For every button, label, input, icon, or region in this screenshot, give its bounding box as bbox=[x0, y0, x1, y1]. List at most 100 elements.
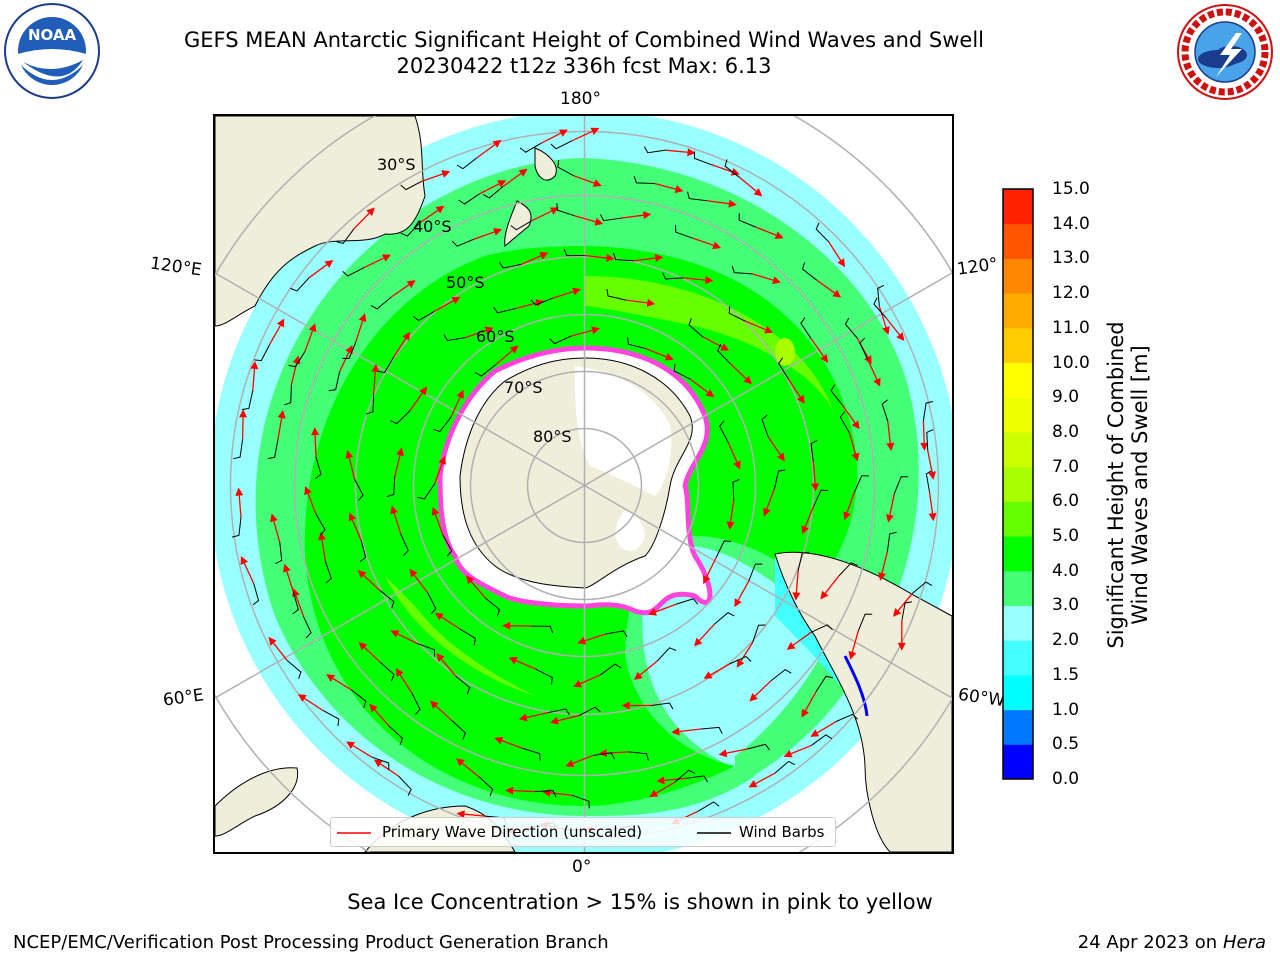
wave-direction-arrowhead bbox=[518, 713, 528, 722]
polar-map: 30°S 40°S 50°S 60°S 70°S 80°S bbox=[213, 114, 954, 854]
wave-direction-arrow bbox=[754, 680, 772, 697]
wave-direction-arrowhead bbox=[508, 656, 518, 665]
wave-direction-arrow bbox=[881, 551, 888, 574]
wind-barb bbox=[662, 272, 684, 280]
wave-direction-arrow bbox=[625, 299, 648, 304]
wave-direction-arrowhead bbox=[594, 217, 604, 226]
wave-direction-arrow bbox=[557, 714, 580, 722]
wave-direction-arrow bbox=[351, 519, 362, 541]
wave-direction-arrow bbox=[655, 603, 677, 613]
wave-direction-arrowhead bbox=[346, 741, 355, 750]
wave-direction-arrowhead bbox=[886, 442, 895, 452]
wave-direction-arrow bbox=[531, 210, 552, 222]
wave-direction-arrow bbox=[851, 630, 859, 653]
wind-barb bbox=[877, 284, 885, 307]
wave-direction-arrowhead bbox=[810, 729, 820, 737]
wave-direction-arrowhead bbox=[703, 671, 713, 679]
wind-barb bbox=[398, 775, 412, 796]
wave-direction-arrow bbox=[526, 711, 549, 719]
wave-direction-arrow bbox=[470, 581, 487, 599]
wind-barb bbox=[456, 157, 478, 170]
wind-barb bbox=[922, 401, 933, 421]
wind-barb bbox=[925, 469, 933, 492]
wind-barb bbox=[400, 222, 421, 237]
wave-direction-arrowhead bbox=[720, 343, 730, 351]
wave-direction-arrowhead bbox=[308, 323, 317, 333]
wave-direction-arrowhead bbox=[843, 511, 851, 521]
wind-barb bbox=[673, 363, 691, 380]
wave-direction-arrow bbox=[461, 762, 480, 778]
wind-barb bbox=[599, 214, 622, 222]
wave-direction-arrowhead bbox=[776, 452, 785, 462]
wave-direction-arrow bbox=[338, 351, 350, 373]
wave-direction-arrowhead bbox=[703, 575, 711, 585]
wave-direction-arrowhead bbox=[733, 460, 741, 470]
wind-barb bbox=[371, 756, 390, 771]
wave-direction-arrow bbox=[238, 495, 242, 518]
sea-ice-note: Sea Ice Concentration > 15% is shown in … bbox=[347, 890, 933, 914]
wave-direction-arrowhead bbox=[606, 253, 615, 262]
wind-barb bbox=[535, 790, 557, 798]
wind-barb bbox=[773, 469, 786, 489]
wave-direction-arrowhead bbox=[358, 641, 368, 651]
colorbar-block bbox=[1003, 258, 1033, 294]
wind-barb bbox=[732, 478, 740, 501]
colorbar-block bbox=[1003, 431, 1033, 468]
wave-direction-arrow bbox=[621, 214, 644, 219]
wind-barb bbox=[519, 142, 542, 153]
wave-direction-arrow bbox=[540, 132, 562, 144]
wave-direction-arrowhead bbox=[896, 332, 905, 342]
wind-barb bbox=[377, 356, 395, 374]
wave-direction-arrow bbox=[737, 580, 750, 601]
wave-direction-arrowhead bbox=[497, 180, 507, 188]
wind-barb bbox=[813, 489, 829, 507]
wind-barb bbox=[844, 317, 858, 339]
wind-barb bbox=[483, 185, 504, 199]
wave-direction-arrowhead bbox=[743, 375, 752, 385]
wave-direction-arrowhead bbox=[431, 506, 440, 516]
wave-direction-arrowhead bbox=[734, 598, 742, 608]
new-zealand-south bbox=[504, 200, 532, 247]
lon-label-0: 0° bbox=[572, 857, 592, 877]
wave-direction-arrowhead bbox=[897, 642, 906, 651]
wave-direction-arrow bbox=[476, 144, 496, 159]
wave-direction-arrowhead bbox=[402, 331, 411, 341]
colorbar-block bbox=[1003, 501, 1033, 537]
wave-direction-arrow bbox=[738, 176, 757, 192]
wind-barb bbox=[853, 475, 869, 493]
wind-barb bbox=[701, 726, 723, 734]
wave-direction-arrow bbox=[394, 454, 401, 477]
wave-direction-arrowhead bbox=[509, 345, 519, 354]
wave-direction-arrow bbox=[450, 396, 461, 418]
wave-direction-arrow bbox=[810, 337, 825, 357]
wave-direction-arrow bbox=[364, 646, 382, 663]
wave-direction-arrow bbox=[710, 663, 730, 676]
wave-direction-arrow bbox=[501, 740, 523, 749]
wave-direction-arrowhead bbox=[591, 326, 600, 335]
wave-direction-arrowhead bbox=[772, 276, 781, 285]
wave-direction-arrow bbox=[584, 633, 606, 642]
wave-direction-arrowhead bbox=[358, 313, 367, 323]
wave-direction-arrowhead bbox=[240, 556, 248, 565]
wave-direction-arrowhead bbox=[920, 442, 929, 451]
wind-barb bbox=[412, 310, 435, 322]
wind-barb bbox=[600, 663, 622, 676]
wave-direction-arrowhead bbox=[851, 420, 860, 430]
wave-direction-arrow bbox=[889, 493, 896, 516]
wave-direction-arrowhead bbox=[390, 505, 398, 515]
wave-direction-arrow bbox=[314, 435, 317, 458]
wave-direction-arrowhead bbox=[465, 575, 475, 585]
wave-direction-arrow bbox=[767, 436, 781, 456]
wind-barb bbox=[443, 334, 466, 342]
wave-direction-arrowhead bbox=[369, 703, 378, 713]
wave-direction-arrow bbox=[584, 254, 607, 259]
wave-direction-arrowhead bbox=[878, 572, 886, 581]
wave-direction-arrowhead bbox=[598, 749, 607, 758]
wind-barb bbox=[748, 563, 763, 582]
wave-direction-arrow bbox=[520, 255, 542, 266]
colorbar-block bbox=[1003, 293, 1033, 329]
wind-barb bbox=[839, 411, 850, 433]
wave-direction-arrowhead bbox=[764, 325, 774, 334]
colorbar-tick-label: 11.0 bbox=[1052, 317, 1090, 338]
wind-barb bbox=[252, 583, 260, 606]
